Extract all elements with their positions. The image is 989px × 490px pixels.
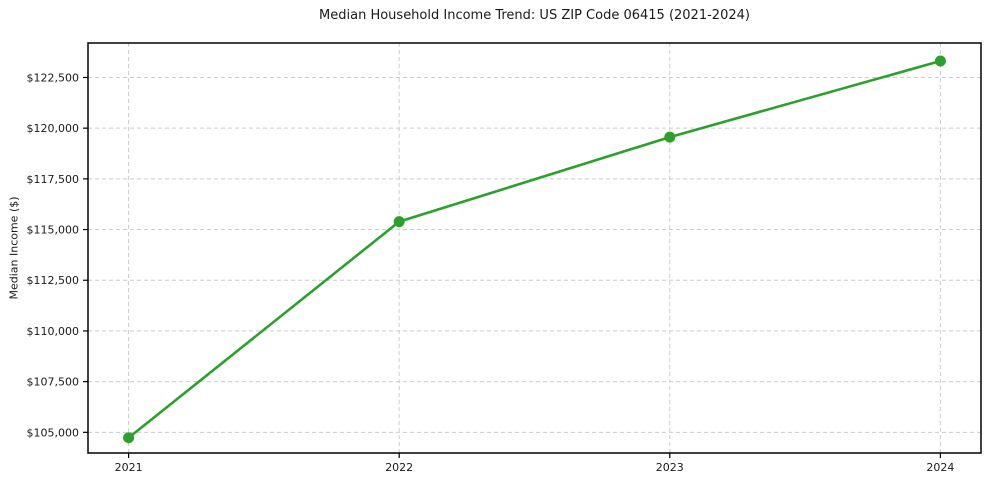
x-tick-label: 2022 [385,461,413,474]
y-tick-label: $115,000 [27,224,80,237]
chart-title: Median Household Income Trend: US ZIP Co… [319,8,750,23]
plot-border [87,42,982,454]
data-point-marker [664,131,676,143]
data-point-marker [123,432,135,444]
y-tick-label: $117,500 [27,173,80,186]
y-tick-label: $110,000 [27,325,80,338]
y-tick-label: $122,500 [27,71,80,84]
y-tick-label: $107,500 [27,376,80,389]
data-point-marker [934,55,946,67]
x-tick-label: 2023 [656,461,684,474]
data-point-marker [393,216,405,228]
x-tick-label: 2024 [926,461,954,474]
y-tick-label: $120,000 [27,122,80,135]
y-tick-label: $112,500 [27,274,80,287]
x-tick-label: 2021 [115,461,143,474]
y-tick-label: $105,000 [27,426,80,439]
trend-line [127,59,942,440]
